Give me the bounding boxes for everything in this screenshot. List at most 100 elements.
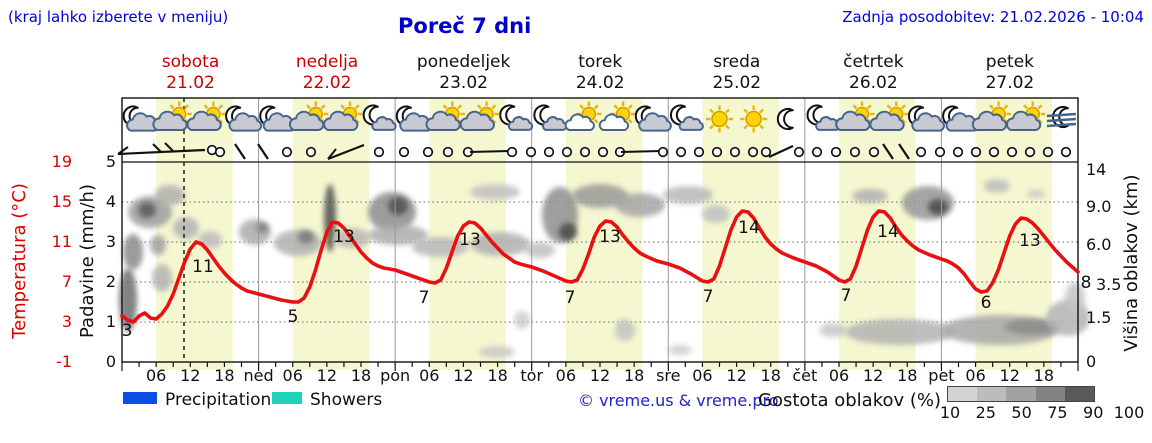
wind-calm-icon (214, 146, 226, 158)
temperature-value-label: 3 (121, 321, 133, 341)
temperature-value-label: 7 (840, 286, 852, 306)
wind-calm-icon (422, 146, 434, 158)
cloud-shape (371, 116, 397, 131)
sun-ray (306, 104, 311, 110)
fog-lines (1046, 117, 1077, 123)
x-tick-label: 06 (282, 366, 303, 385)
precip-tick: 5 (105, 152, 116, 171)
wind-calm-icon (506, 146, 518, 158)
cloud-shape (507, 116, 534, 131)
scale-label: 25 (975, 403, 996, 422)
x-tick-label: 12 (726, 366, 747, 385)
cloud-shape (598, 113, 630, 131)
scale-label: 90 (1083, 403, 1104, 422)
cloud-blob (479, 346, 515, 358)
sun-ray (1037, 104, 1043, 110)
wind-calm-icon (657, 146, 669, 158)
x-tick-label: ned (243, 366, 274, 385)
x-tick-label: 06 (145, 366, 167, 385)
cloud-blob (559, 223, 577, 241)
x-tick-label: 06 (965, 366, 986, 385)
sun-ray (886, 104, 892, 110)
x-tick-label: 18 (897, 366, 918, 385)
fog-lines (1046, 112, 1077, 118)
day-name: sobota (161, 52, 220, 72)
credit-link[interactable]: © vreme.us & vreme.pro (578, 391, 779, 410)
sun-ray (579, 104, 585, 110)
day-header-nedelja: nedelja 22.02 (259, 52, 396, 94)
wind-calm-icon (729, 146, 741, 158)
cloud-blob (388, 197, 408, 215)
temp-tick: -1 (56, 352, 72, 371)
wind-calm-icon (398, 146, 410, 158)
cloud-blob (852, 189, 888, 203)
cloud-blob (928, 199, 948, 215)
showers-legend-label: Showers (310, 390, 383, 410)
wind-arrow-icon (327, 148, 337, 160)
cloud-blob (525, 242, 555, 258)
wind-calm-icon (675, 146, 687, 158)
day-header-četrtek: četrtek 26.02 (805, 52, 942, 94)
precipitation-legend-label: Precipitation (165, 390, 272, 410)
sun-ray (725, 108, 730, 114)
day-date: 24.02 (575, 73, 625, 93)
cloud-shape (288, 110, 325, 131)
cloud-blob (368, 225, 428, 245)
sun-ray (988, 104, 994, 110)
x-tick-label: 12 (862, 366, 884, 385)
wind-shaft-icon (768, 145, 794, 158)
daytime-band (702, 98, 779, 370)
day-name: sreda (713, 52, 761, 72)
wind-barb-icon (898, 143, 910, 160)
moon-crescent (776, 108, 794, 130)
sun-ray (709, 124, 714, 130)
cloud-blob (173, 217, 199, 239)
cloud-density-scale-bar (947, 386, 1095, 402)
cloud-blob (514, 311, 530, 329)
cloud-shape (564, 113, 595, 131)
sun-ray (442, 104, 448, 110)
sun-ray (354, 104, 360, 110)
cloud-blob (155, 185, 185, 205)
fog-lines (1046, 122, 1077, 128)
wind-shaft-icon (620, 150, 662, 153)
wind-arrow-icon (327, 143, 365, 161)
day-date: 22.02 (302, 73, 352, 93)
temp-axis-label: Temperatura (°C) (9, 183, 30, 339)
wind-arrow-icon (152, 143, 162, 153)
wind-calm-icon (1006, 146, 1018, 158)
scale-label: 100 (1113, 403, 1145, 422)
cloud-blob (150, 235, 166, 255)
temperature-value-label: 7 (564, 288, 576, 308)
scale-label: 10 (939, 403, 961, 422)
day-header-sreda: sreda 25.02 (668, 52, 805, 94)
cloud-shape (425, 110, 461, 131)
sun-ray (1023, 104, 1028, 110)
wind-calm-icon (711, 146, 723, 158)
precip-tick: 3 (105, 232, 116, 251)
scale-segment (948, 387, 978, 401)
cloud-blob (668, 345, 692, 355)
sun-ray (901, 104, 906, 110)
cloud-blob (615, 193, 665, 217)
cloud-height-tick: 1.5 (1086, 308, 1112, 327)
cloud-blob (152, 264, 172, 292)
wind-calm-icon (305, 146, 317, 158)
sun-ray (169, 104, 175, 110)
sun-ray (627, 118, 633, 124)
scale-segment (1064, 387, 1095, 401)
temperature-value-label: 14 (877, 222, 899, 242)
wind-calm-icon (597, 146, 609, 158)
day-date: 23.02 (439, 73, 488, 93)
cloud-blob (615, 319, 635, 341)
cloud-height-tick: 3.5 (1096, 275, 1122, 294)
cloud-blob (470, 232, 530, 256)
temperature-value-label: 6 (980, 293, 992, 313)
wind-calm-icon (1060, 146, 1072, 158)
cloud-shape (152, 110, 188, 131)
wind-calm-icon (915, 146, 927, 158)
precip-tick: 0 (105, 352, 116, 371)
precipitation-swatch (123, 392, 157, 404)
x-tick-label: 18 (214, 366, 235, 385)
